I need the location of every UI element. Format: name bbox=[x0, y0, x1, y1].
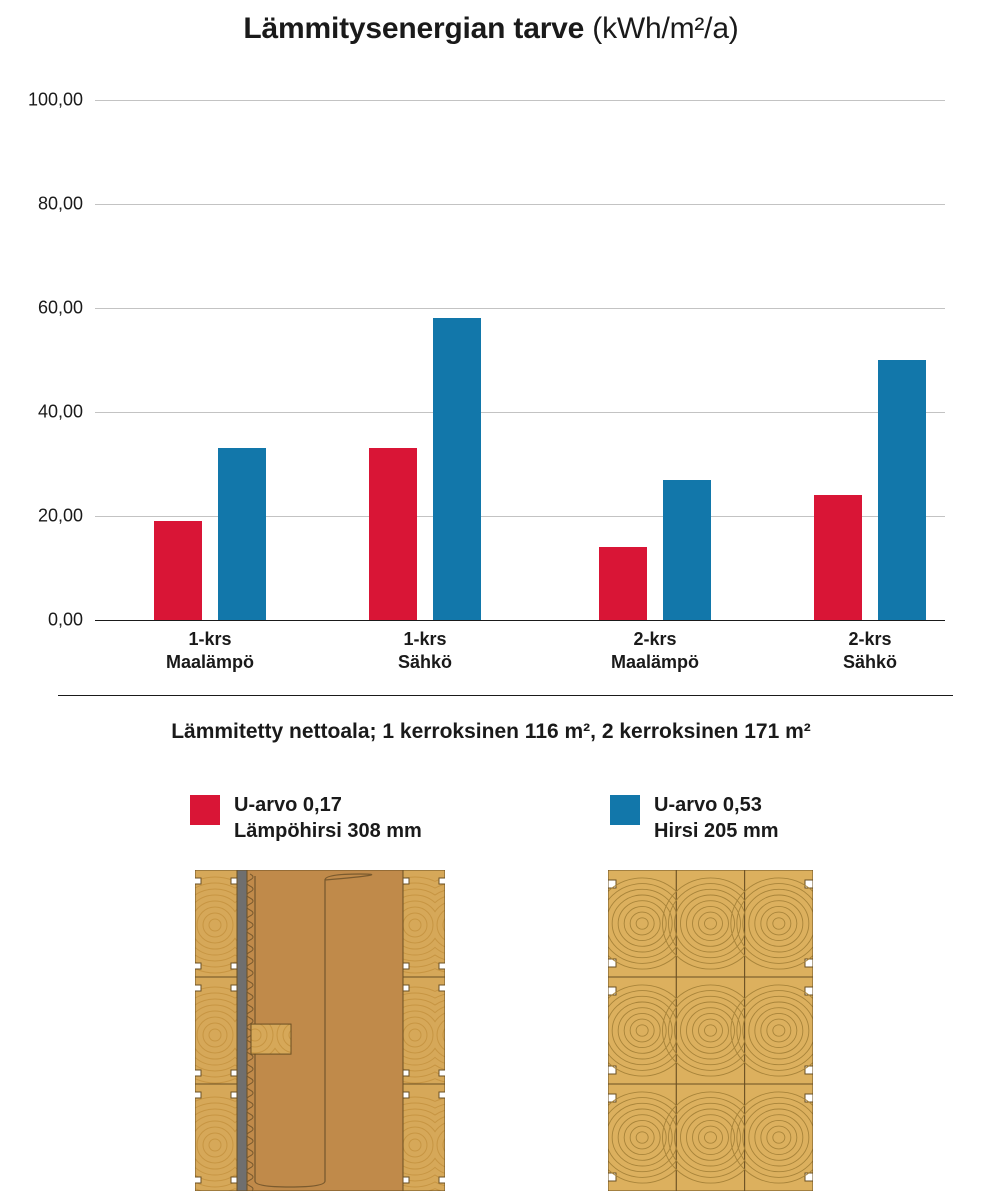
grid-line bbox=[95, 204, 945, 205]
legend-line: U-arvo 0,17 bbox=[234, 792, 422, 818]
bar bbox=[663, 480, 711, 620]
x-label-line: 1-krs bbox=[335, 628, 515, 651]
x-category-label: 2-krsSähkö bbox=[780, 628, 960, 673]
bottom-rule bbox=[58, 695, 953, 696]
illustration-hirsi bbox=[608, 870, 813, 1191]
x-label-line: Sähkö bbox=[780, 651, 960, 674]
x-label-line: 2-krs bbox=[780, 628, 960, 651]
y-tick-label: 40,00 bbox=[3, 402, 83, 423]
bar bbox=[878, 360, 926, 620]
grid-line bbox=[95, 308, 945, 309]
x-label-line: Sähkö bbox=[335, 651, 515, 674]
x-axis-line bbox=[95, 620, 945, 621]
x-category-label: 1-krsMaalämpö bbox=[120, 628, 300, 673]
legend-line: U-arvo 0,53 bbox=[654, 792, 779, 818]
bar bbox=[154, 521, 202, 620]
grid-line bbox=[95, 100, 945, 101]
y-tick-label: 80,00 bbox=[3, 194, 83, 215]
legend-line: Lämpöhirsi 308 mm bbox=[234, 818, 422, 844]
y-tick-label: 100,00 bbox=[3, 90, 83, 111]
grid-line bbox=[95, 412, 945, 413]
title-light: (kWh/m²/a) bbox=[584, 12, 738, 45]
bar bbox=[599, 547, 647, 620]
legend-swatch bbox=[190, 795, 220, 825]
illustration-lampohirsi bbox=[195, 870, 445, 1191]
x-label-line: 2-krs bbox=[565, 628, 745, 651]
legend-line: Hirsi 205 mm bbox=[654, 818, 779, 844]
bar bbox=[433, 318, 481, 620]
y-tick-label: 20,00 bbox=[3, 506, 83, 527]
x-label-line: 1-krs bbox=[120, 628, 300, 651]
chart-caption: Lämmitetty nettoala; 1 kerroksinen 116 m… bbox=[0, 720, 982, 744]
y-tick-label: 60,00 bbox=[3, 298, 83, 319]
x-category-label: 2-krsMaalämpö bbox=[565, 628, 745, 673]
chart-title: Lämmitysenergian tarve (kWh/m²/a) bbox=[0, 12, 982, 46]
legend-item: U-arvo 0,53Hirsi 205 mm bbox=[610, 792, 779, 844]
page: Lämmitysenergian tarve (kWh/m²/a) 0,0020… bbox=[0, 0, 982, 1191]
y-tick-label: 0,00 bbox=[3, 610, 83, 631]
bar bbox=[218, 448, 266, 620]
bar bbox=[369, 448, 417, 620]
x-label-line: Maalämpö bbox=[565, 651, 745, 674]
title-bold: Lämmitysenergian tarve bbox=[243, 12, 584, 45]
legend-text: U-arvo 0,53Hirsi 205 mm bbox=[654, 792, 779, 844]
x-label-line: Maalämpö bbox=[120, 651, 300, 674]
bar bbox=[814, 495, 862, 620]
legend-text: U-arvo 0,17Lämpöhirsi 308 mm bbox=[234, 792, 422, 844]
x-category-label: 1-krsSähkö bbox=[335, 628, 515, 673]
legend-item: U-arvo 0,17Lämpöhirsi 308 mm bbox=[190, 792, 422, 844]
legend-swatch bbox=[610, 795, 640, 825]
bar-chart: 0,0020,0040,0060,0080,00100,001-krsMaalä… bbox=[95, 100, 945, 620]
